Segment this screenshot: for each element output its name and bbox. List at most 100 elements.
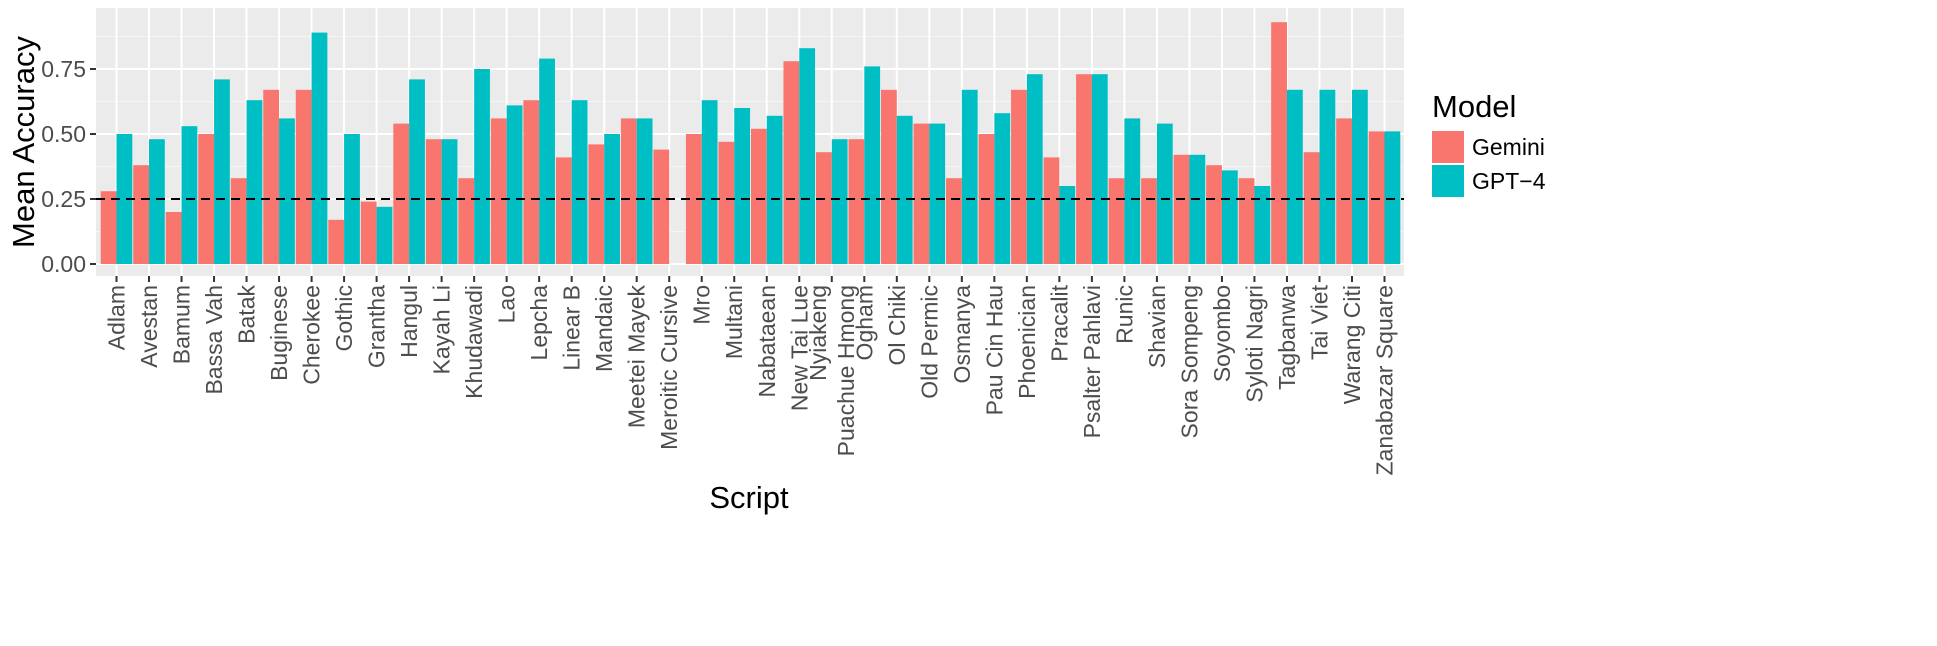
bar-gemini-tagbanwa	[1271, 22, 1287, 265]
svg-text:Soyombo: Soyombo	[1209, 285, 1235, 382]
svg-text:Khudawadi: Khudawadi	[461, 285, 487, 399]
bar-gpt-4-pracalit	[1059, 186, 1076, 264]
x-tick-label: Warang Citi	[1339, 285, 1365, 404]
x-axis-title: Script	[709, 480, 789, 515]
bar-gpt-4-mro	[701, 100, 718, 264]
bar-gpt-4-psalter-pahlavi	[1091, 74, 1108, 264]
bar-gemini-bamum	[165, 212, 182, 264]
y-axis-ticks: 0.00 0.25 0.50 0.75	[41, 56, 96, 277]
bar-gemini-soyombo	[1206, 165, 1222, 264]
svg-text:Shavian: Shavian	[1144, 285, 1170, 368]
x-tick-label: Runic	[1111, 285, 1137, 344]
x-tick-label: Osmanya	[949, 285, 975, 384]
x-tick-label: Avestan	[136, 285, 162, 368]
svg-text:Multani: Multani	[721, 285, 747, 359]
bar-gemini-old-permic	[913, 123, 930, 264]
bar-gpt-4-soyombo	[1221, 170, 1238, 264]
bar-gpt-4-avestan	[149, 139, 165, 264]
bar-gpt-4-nabataean	[766, 115, 783, 264]
svg-text:Runic: Runic	[1111, 285, 1137, 344]
svg-text:Bamum: Bamum	[169, 285, 195, 364]
svg-text:Buginese: Buginese	[266, 285, 292, 381]
svg-text:Hangul: Hangul	[396, 285, 422, 358]
svg-text:Tai Viet: Tai Viet	[1306, 284, 1332, 360]
legend-label-0: Gemini	[1472, 134, 1545, 160]
bar-gpt-4-new-tai-lue	[799, 48, 816, 265]
bar-gpt-4-batak	[246, 100, 263, 264]
x-tick-label: Buginese	[266, 285, 292, 381]
x-tick-label: Kayah Li	[429, 285, 455, 375]
bar-gpt-4-bassa-vah	[214, 79, 230, 265]
bar-gpt-4-runic	[1124, 118, 1141, 265]
x-tick-label: Pau Cin Hau	[981, 285, 1007, 415]
x-tick-label: Syloti Nagri	[1241, 285, 1267, 403]
bar-gemini-osmanya	[946, 178, 962, 264]
bar-gpt-4-pau-cin-hau	[994, 113, 1011, 264]
bars	[100, 22, 1401, 265]
bar-gemini-hangul	[393, 123, 410, 264]
bar-gemini-gothic	[328, 219, 345, 264]
bar-gemini-mandaic	[588, 144, 605, 264]
x-tick-label: Mro	[689, 285, 715, 325]
svg-text:Old Permic: Old Permic	[916, 285, 942, 399]
x-tick-label: Sora Sompeng	[1176, 285, 1202, 438]
svg-text:Ol Chiki: Ol Chiki	[884, 285, 910, 366]
svg-text:Mandaic: Mandaic	[591, 285, 617, 372]
bar-gpt-4-meetei-mayek	[636, 118, 653, 265]
bar-gpt-4-ol-chiki	[896, 115, 913, 264]
bar-gemini-multani	[718, 141, 735, 264]
bar-gpt-4-lepcha	[539, 58, 555, 264]
y-tick-label: 0.50	[41, 121, 86, 147]
x-tick-label: Grantha	[364, 285, 390, 368]
bar-gemini-khudawadi	[458, 178, 475, 264]
legend-label-1: GPT−4	[1472, 168, 1546, 194]
bar-gemini-grantha	[360, 201, 377, 264]
bar-gemini-shavian	[1141, 178, 1157, 264]
x-tick-label: NyiakengPuachue Hmong	[805, 285, 859, 456]
bar-gpt-4-multani	[734, 108, 751, 264]
bar-gpt-4-lao	[506, 105, 523, 265]
bar-gemini-nabataean	[750, 128, 767, 264]
svg-text:Syloti Nagri: Syloti Nagri	[1241, 285, 1267, 403]
bar-gemini-nyiakeng-puachue-hmong	[815, 152, 832, 264]
x-tick-label: Lepcha	[526, 285, 552, 361]
x-tick-label: Khudawadi	[461, 285, 487, 399]
x-tick-label: Ol Chiki	[884, 285, 910, 366]
x-tick-label: Multani	[721, 285, 747, 359]
x-tick-label: Soyombo	[1209, 285, 1235, 382]
bar-gemini-zanabazar-square	[1368, 131, 1385, 264]
svg-text:Zanabazar Square: Zanabazar Square	[1372, 285, 1398, 476]
bar-gpt-4-hangul	[409, 79, 425, 265]
y-tick-label: 0.00	[41, 251, 86, 277]
x-tick-label: Lao	[494, 285, 520, 323]
svg-text:Nabataean: Nabataean	[754, 285, 780, 398]
x-axis-ticks: Adlam Avestan Bamum Bassa Vah Batak Buginese C…	[104, 276, 1398, 476]
svg-text:Osmanya: Osmanya	[949, 285, 975, 384]
bar-gemini-avestan	[133, 165, 150, 264]
bar-gpt-4-phoenician	[1026, 74, 1043, 264]
x-tick-label: Tagbanwa	[1274, 285, 1300, 390]
svg-text:NyiakengPuachue Hmong: NyiakengPuachue Hmong	[805, 285, 859, 456]
y-tick-label: 0.75	[41, 56, 86, 82]
bar-gpt-4-shavian	[1156, 123, 1173, 264]
svg-text:Meetei Mayek: Meetei Mayek	[624, 285, 650, 429]
svg-text:Lao: Lao	[494, 285, 520, 323]
bar-gemini-new-tai-lue	[783, 61, 800, 265]
svg-text:Pracalit: Pracalit	[1046, 284, 1072, 361]
svg-text:Batak: Batak	[234, 285, 260, 344]
bar-gemini-buginese	[263, 89, 280, 264]
x-tick-label: Cherokee	[299, 285, 325, 385]
bar-gpt-4-grantha	[376, 206, 393, 264]
x-tick-label: Zanabazar Square	[1372, 285, 1398, 476]
bar-gemini-lepcha	[523, 100, 540, 264]
bar-gpt-4-sora-sompeng	[1189, 154, 1206, 264]
bar-gemini-pracalit	[1043, 157, 1060, 264]
bar-gpt-4-adlam	[116, 134, 133, 264]
bar-gpt-4-nyiakeng-puachue-hmong	[831, 139, 848, 264]
svg-text:Cherokee: Cherokee	[299, 285, 325, 385]
bar-gpt-4-syloti-nagri	[1254, 186, 1271, 264]
bar-gemini-tai-viet	[1303, 152, 1320, 264]
svg-text:Linear B: Linear B	[559, 285, 585, 371]
x-tick-label: Meroitic Cursive	[656, 285, 682, 450]
